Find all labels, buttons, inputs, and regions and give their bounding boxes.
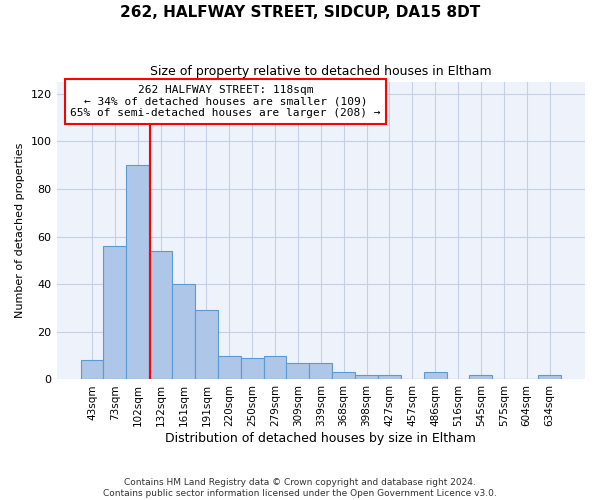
Bar [424, 372, 446, 380]
Text: Contains HM Land Registry data © Crown copyright and database right 2024.
Contai: Contains HM Land Registry data © Crown c… [103, 478, 497, 498]
Bar [355, 374, 378, 380]
Bar [127, 165, 149, 380]
Bar [149, 251, 172, 380]
Bar [103, 246, 127, 380]
Bar [241, 358, 263, 380]
Bar [286, 363, 310, 380]
Bar [263, 356, 286, 380]
Bar [172, 284, 195, 380]
Bar [195, 310, 218, 380]
Y-axis label: Number of detached properties: Number of detached properties [15, 143, 25, 318]
Bar [80, 360, 103, 380]
Text: 262, HALFWAY STREET, SIDCUP, DA15 8DT: 262, HALFWAY STREET, SIDCUP, DA15 8DT [120, 5, 480, 20]
Bar [469, 374, 493, 380]
X-axis label: Distribution of detached houses by size in Eltham: Distribution of detached houses by size … [166, 432, 476, 445]
Title: Size of property relative to detached houses in Eltham: Size of property relative to detached ho… [150, 65, 491, 78]
Bar [332, 372, 355, 380]
Text: 262 HALFWAY STREET: 118sqm
← 34% of detached houses are smaller (109)
65% of sem: 262 HALFWAY STREET: 118sqm ← 34% of deta… [70, 85, 381, 118]
Bar [378, 374, 401, 380]
Bar [310, 363, 332, 380]
Bar [218, 356, 241, 380]
Bar [538, 374, 561, 380]
